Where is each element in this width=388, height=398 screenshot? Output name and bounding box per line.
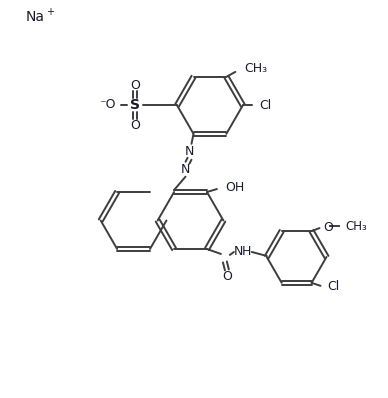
Text: Na: Na <box>26 10 45 23</box>
Text: CH₃: CH₃ <box>244 62 267 75</box>
Text: Cl: Cl <box>259 99 271 112</box>
Text: O: O <box>222 270 232 283</box>
Text: CH₃: CH₃ <box>345 220 367 232</box>
Text: N: N <box>181 163 190 176</box>
Text: Cl: Cl <box>327 280 340 293</box>
Text: S: S <box>130 98 140 112</box>
Text: O: O <box>324 220 333 234</box>
Text: O: O <box>130 119 140 132</box>
Text: +: + <box>47 7 55 17</box>
Text: O: O <box>130 79 140 92</box>
Text: N: N <box>234 246 244 258</box>
Text: N: N <box>185 145 194 158</box>
Text: H: H <box>242 246 251 258</box>
Text: ⁻O: ⁻O <box>99 98 115 111</box>
Text: OH: OH <box>225 181 244 193</box>
